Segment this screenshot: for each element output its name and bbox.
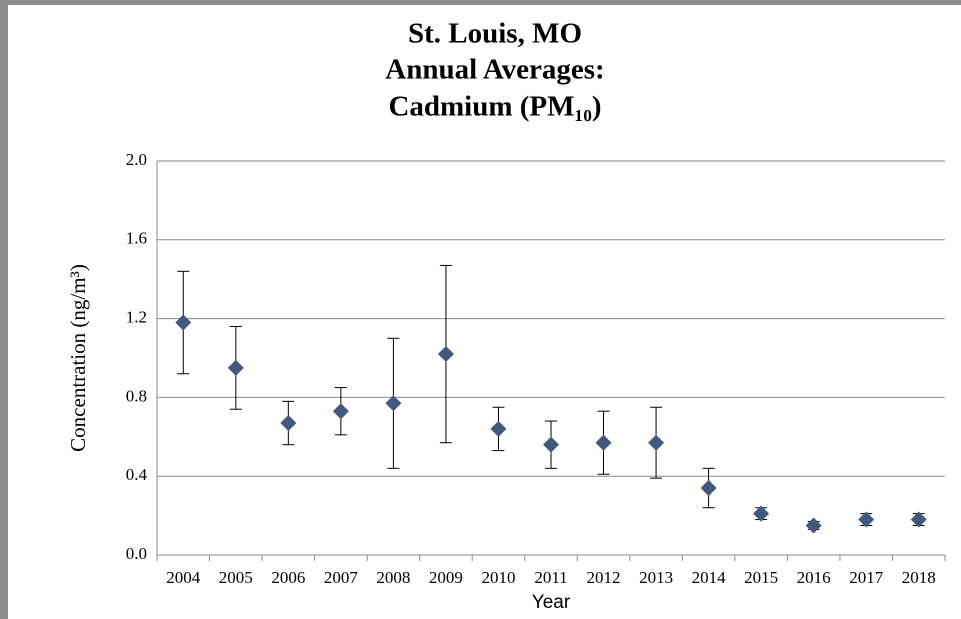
x-tick-label: 2010: [481, 568, 515, 587]
x-tick-label: 2016: [797, 568, 831, 587]
point: [648, 434, 665, 451]
y-tick-label: 0.0: [126, 544, 147, 563]
chart-title: St. Louis, MO: [408, 18, 582, 50]
y-tick-label: 2.0: [126, 150, 147, 169]
x-tick-label: 2007: [324, 568, 359, 587]
point: [543, 436, 559, 453]
point: [227, 359, 244, 376]
x-tick-label: 2013: [639, 568, 673, 587]
point: [175, 314, 192, 331]
x-tick-label: 2006: [271, 568, 305, 587]
x-tick-label: 2014: [692, 568, 727, 587]
frame-top: [0, 0, 961, 5]
point: [437, 346, 454, 363]
point: [490, 420, 507, 437]
y-tick-label: 0.4: [126, 465, 148, 484]
point: [700, 480, 717, 497]
y-tick-label: 1.6: [126, 229, 147, 248]
x-tick-label: 2015: [744, 568, 778, 587]
y-tick-label: 1.2: [126, 308, 147, 327]
point: [332, 403, 349, 420]
x-tick-label: 2011: [534, 568, 567, 587]
point: [910, 511, 927, 528]
frame-left: [0, 0, 8, 619]
x-tick-label: 2008: [376, 568, 410, 587]
x-tick-label: 2004: [166, 568, 201, 587]
point: [280, 415, 297, 432]
x-tick-label: 2005: [219, 568, 253, 587]
y-axis-label: Concentration (ng/m³): [66, 264, 90, 452]
x-axis-label: Year: [532, 592, 571, 613]
point: [385, 395, 402, 412]
x-tick-label: 2009: [429, 568, 463, 587]
point: [805, 517, 822, 534]
point: [753, 505, 770, 522]
x-tick-label: 2012: [587, 568, 621, 587]
point: [595, 434, 612, 451]
y-tick-label: 0.8: [126, 386, 147, 405]
point: [858, 511, 875, 528]
x-tick-label: 2018: [902, 568, 936, 587]
chart-title: Annual Averages:: [385, 54, 604, 86]
chart-title: Cadmium (PM₁₀): [388, 91, 601, 123]
x-tick-label: 2017: [849, 568, 884, 587]
